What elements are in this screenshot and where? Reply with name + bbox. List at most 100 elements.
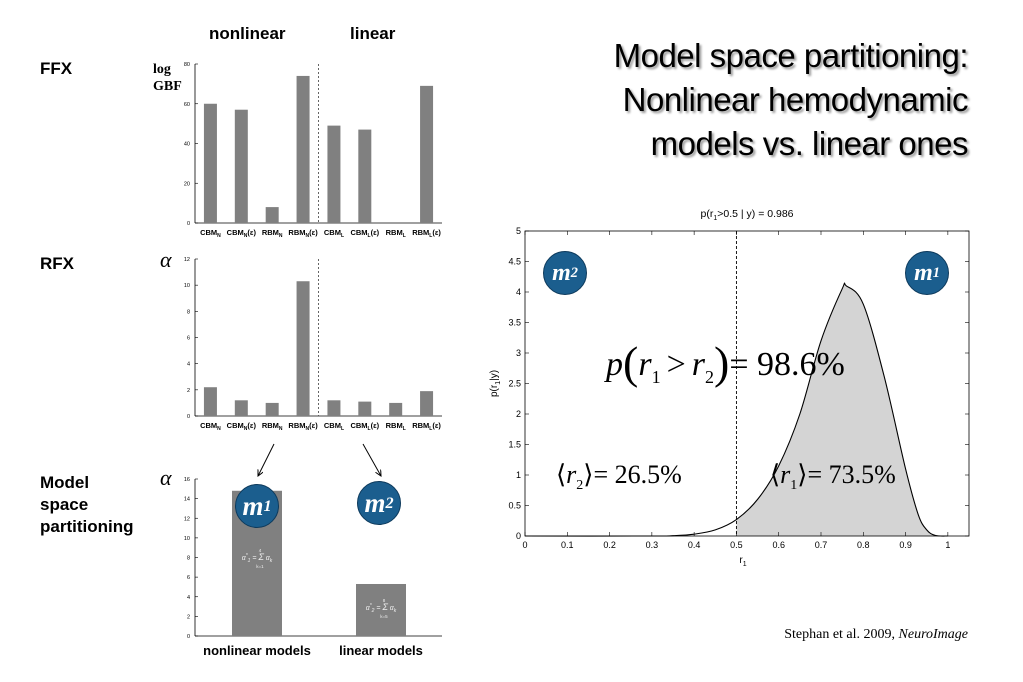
- x-category-label: nonlinear models: [203, 643, 311, 658]
- x-tick-label: RBMN: [262, 228, 283, 239]
- sum-lower: k=5: [380, 614, 388, 619]
- y-tick-label: 0: [187, 221, 190, 227]
- annotation-exceedance: p(r1 > r2)= 98.6%: [606, 333, 845, 388]
- badge-subscript: 1: [932, 264, 940, 281]
- x-tick-label: 0.8: [857, 540, 870, 550]
- angle-close-icon: ⟩: [797, 460, 808, 489]
- bar: [296, 75, 310, 223]
- bar: [420, 391, 434, 416]
- bar: [420, 85, 434, 223]
- y-tick-label: 1: [516, 470, 521, 480]
- bar: [358, 401, 372, 416]
- y-tick-label: 3.5: [508, 318, 521, 328]
- badge-subscript: 2: [570, 264, 578, 281]
- row-label-line: space: [40, 495, 89, 514]
- y-tick-label: 6: [187, 336, 190, 342]
- y-tick-label: 14: [184, 497, 190, 503]
- x-tick-label: CBML: [324, 228, 344, 239]
- x-tick-label: RBML(ε): [412, 228, 441, 239]
- y-tick-label: 12: [184, 257, 190, 263]
- badge-letter: m: [242, 490, 264, 521]
- bar: [203, 103, 217, 223]
- annotation-r: r: [566, 460, 577, 489]
- y-tick-label: 0: [187, 414, 190, 420]
- bar: [265, 402, 279, 416]
- x-tick-label: CBMN: [200, 228, 221, 239]
- slide-title: Model space partitioning: Nonlinear hemo…: [508, 34, 969, 166]
- row-label-line: partitioning: [40, 517, 134, 536]
- x-tick-label: 0.7: [815, 540, 828, 550]
- y-tick-label: 2: [187, 388, 190, 394]
- annotation-r2: r: [691, 346, 705, 383]
- y-tick-label: 10: [184, 536, 190, 542]
- y-tick-label: 2: [187, 614, 190, 620]
- shaded-area: [736, 283, 948, 537]
- alpha-formula: α*2 = Σ αk: [366, 602, 397, 614]
- x-tick-label: RBMN(ε): [288, 421, 318, 432]
- x-tick-label: RBML: [386, 421, 406, 432]
- header-linear: linear: [350, 24, 396, 43]
- annotation-op: >: [666, 346, 686, 383]
- y-tick-label: 60: [184, 102, 190, 108]
- citation-authors: Stephan et al. 2009,: [784, 627, 899, 642]
- badge-subscript: 1: [263, 496, 272, 515]
- bar: [234, 400, 248, 416]
- rfx-ylabel: α: [160, 247, 172, 272]
- sum-upper: 8: [383, 598, 386, 603]
- y-axis-label: p(r1|y): [489, 370, 502, 397]
- density-line: [524, 282, 948, 537]
- x-tick-label: 0.5: [730, 540, 743, 550]
- bar: [327, 400, 341, 416]
- y-tick-label: 40: [184, 142, 190, 148]
- alpha-formula: α*1 = Σ αk: [242, 552, 273, 564]
- ffx-bar-chart: 0 20 40 60 80 CBMN CBMN(ε) RBMN RBMN(ε) CBML CBML(…: [184, 62, 442, 239]
- annotation-expected-r1: ⟨r1⟩= 73.5%: [770, 460, 896, 494]
- annotation-value: = 98.6%: [729, 346, 845, 383]
- bar: [358, 129, 372, 223]
- sum-lower: k=1: [256, 564, 264, 569]
- bar: [203, 387, 217, 416]
- ffx-ylabel: log GBF: [153, 61, 182, 95]
- x-tick-label: CBML: [324, 421, 344, 432]
- annotation-value: = 73.5%: [807, 460, 896, 489]
- partition-arrows: [258, 443, 381, 476]
- angle-close-icon: ⟩: [583, 460, 594, 489]
- citation: Stephan et al. 2009, NeuroImage: [784, 627, 968, 643]
- y-tick-label: 4.5: [508, 257, 521, 267]
- paren-close-icon: ): [713, 337, 730, 388]
- y-tick-label: 5: [516, 226, 521, 236]
- angle-open-icon: ⟨: [556, 460, 567, 489]
- y-tick-label: 6: [187, 575, 190, 581]
- ffx-ylabel-line: log: [153, 62, 171, 77]
- x-tick-label: CBML(ε): [350, 228, 379, 239]
- y-tick-label: 8: [187, 309, 190, 315]
- x-tick-label: RBML: [386, 228, 406, 239]
- x-tick-label: CBMN(ε): [227, 421, 257, 432]
- y-tick-label: 4: [187, 362, 190, 368]
- angle-open-icon: ⟨: [770, 460, 781, 489]
- bar: [234, 109, 248, 223]
- x-tick-label: CBML(ε): [350, 421, 379, 432]
- row-label-ffx: FFX: [40, 59, 73, 78]
- row-label-rfx: RFX: [40, 254, 74, 273]
- y-tick-label: 20: [184, 181, 190, 187]
- title-line-2: Nonlinear hemodynamic: [622, 81, 969, 118]
- badge-subscript: 2: [385, 493, 394, 512]
- title-line-1: Model space partitioning:: [613, 37, 969, 74]
- header-nonlinear: nonlinear: [209, 24, 286, 43]
- arrow-nonlinear: [258, 443, 275, 476]
- y-tick-label: 4: [187, 595, 190, 601]
- x-category-label: linear models: [339, 643, 423, 658]
- x-tick-label: RBMN: [262, 421, 283, 432]
- annotation-r-sub: 2: [576, 478, 584, 494]
- sum-upper: 4: [259, 548, 262, 553]
- badge-letter: m: [364, 487, 386, 518]
- bar: [389, 402, 403, 416]
- y-tick-label: 1.5: [508, 440, 521, 450]
- y-tick-label: 2: [516, 409, 521, 419]
